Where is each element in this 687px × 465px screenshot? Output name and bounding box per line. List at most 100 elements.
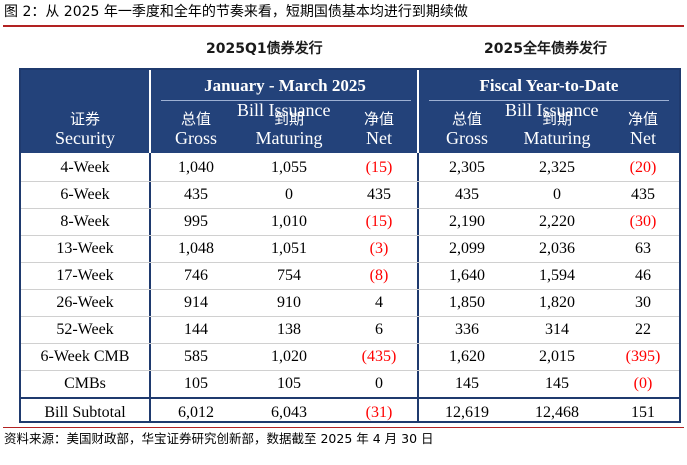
header-divider-1 (149, 70, 151, 153)
bill-issuance-table: January - March 2025 Fiscal Year-to-Date… (19, 68, 681, 423)
table-header: January - March 2025 Fiscal Year-to-Date… (21, 70, 679, 153)
cell-fytd-net: 30 (635, 294, 651, 311)
bottom-rule (3, 427, 684, 428)
cell-q1-net: (15) (365, 213, 393, 230)
cell-q1-net: (31) (365, 404, 393, 421)
cell-q1-maturing: 138 (277, 321, 301, 338)
cell-q1-gross: 1,048 (178, 240, 214, 257)
cell-q1-gross: 746 (184, 267, 208, 284)
cell-q1-maturing: 6,043 (271, 404, 307, 421)
table-row: 26-Week 914 910 4 1,850 1,820 30 (21, 289, 679, 316)
body-divider-1 (149, 153, 151, 421)
cell-security: 6-Week CMB (40, 348, 130, 365)
group-rule-q1 (161, 100, 411, 101)
cell-fytd-maturing: 0 (553, 186, 561, 203)
col-q1-gross: 总值 Gross (174, 110, 217, 148)
top-rule (3, 25, 684, 27)
table-row: 13-Week 1,048 1,051 (3) 2,099 2,036 63 (21, 235, 679, 262)
cell-fytd-gross: 12,619 (445, 404, 489, 421)
table-row: 17-Week 746 754 (8) 1,640 1,594 46 (21, 262, 679, 289)
header-divider-2 (417, 70, 419, 153)
cell-fytd-gross: 2,099 (449, 240, 485, 257)
cell-fytd-net: (0) (633, 375, 653, 392)
cell-fytd-gross: 336 (455, 321, 479, 338)
cell-q1-gross: 914 (184, 294, 208, 311)
table-row: 4-Week 1,040 1,055 (15) 2,305 2,325 (20) (21, 154, 679, 181)
cell-q1-net: 435 (367, 186, 391, 203)
subtotal-divider (21, 397, 679, 399)
cell-q1-maturing: 1,055 (271, 159, 307, 176)
cell-q1-gross: 6,012 (178, 404, 214, 421)
cell-fytd-gross: 2,305 (449, 159, 485, 176)
figure-title: 图 2：从 2025 年一季度和全年的节奏来看，短期国债基本均进行到期续做 (4, 4, 468, 20)
cell-q1-net: 4 (375, 294, 383, 311)
cell-fytd-maturing: 2,036 (539, 240, 575, 257)
cell-fytd-maturing: 12,468 (535, 404, 579, 421)
cell-security: 52-Week (56, 321, 114, 338)
cell-fytd-net: 435 (631, 186, 655, 203)
row-divider (21, 262, 679, 263)
cell-q1-maturing: 1,020 (271, 348, 307, 365)
source-note: 资料来源：美国财政部，华宝证券研究创新部，数据截至 2025 年 4 月 30 … (4, 431, 434, 446)
col-security: 证券 Security (55, 110, 115, 148)
table-row: 6-Week 435 0 435 435 0 435 (21, 181, 679, 208)
bill-issuance-label-fytd: Bill Issuance (505, 100, 599, 120)
cell-fytd-maturing: 1,594 (539, 267, 575, 284)
col-fytd-net: 净值 Net (627, 110, 658, 148)
cell-security: 6-Week (60, 186, 110, 203)
cell-fytd-net: (30) (629, 213, 657, 230)
cell-q1-net: 0 (375, 375, 383, 392)
cell-q1-gross: 585 (184, 348, 208, 365)
cell-q1-gross: 435 (184, 186, 208, 203)
cell-security: 17-Week (56, 267, 114, 284)
col-q1-net: 净值 Net (363, 110, 394, 148)
cell-q1-gross: 144 (184, 321, 208, 338)
cell-q1-gross: 1,040 (178, 159, 214, 176)
cell-fytd-gross: 1,620 (449, 348, 485, 365)
body-divider-2 (417, 153, 419, 421)
cell-security: Bill Subtotal (44, 404, 126, 421)
col-fytd-gross: 总值 Gross (445, 110, 488, 148)
cell-fytd-net: 46 (635, 267, 651, 284)
cell-q1-gross: 105 (184, 375, 208, 392)
row-divider (21, 208, 679, 209)
cell-q1-net: (435) (361, 348, 397, 365)
group-title-q1: January - March 2025 (204, 76, 366, 95)
bill-issuance-label-q1: Bill Issuance (237, 100, 331, 120)
cell-fytd-gross: 1,640 (449, 267, 485, 284)
row-divider (21, 235, 679, 236)
cell-fytd-gross: 145 (455, 375, 479, 392)
cell-q1-net: (15) (365, 159, 393, 176)
subheader-full-year: 2025全年债券发行 (484, 41, 607, 57)
table-row: CMBs 105 105 0 145 145 (0) (21, 370, 679, 397)
cell-fytd-gross: 2,190 (449, 213, 485, 230)
cell-q1-maturing: 1,051 (271, 240, 307, 257)
table-row: 8-Week 995 1,010 (15) 2,190 2,220 (30) (21, 208, 679, 235)
cell-fytd-net: 22 (635, 321, 651, 338)
cell-q1-maturing: 105 (277, 375, 301, 392)
cell-fytd-maturing: 2,325 (539, 159, 575, 176)
cell-fytd-gross: 1,850 (449, 294, 485, 311)
cell-fytd-maturing: 2,220 (539, 213, 575, 230)
table-row: 6-Week CMB 585 1,020 (435) 1,620 2,015 (395) (21, 343, 679, 370)
cell-q1-net: (8) (369, 267, 389, 284)
col-q1-maturing: 到期 Maturing (255, 110, 323, 148)
cell-q1-maturing: 754 (277, 267, 301, 284)
cell-q1-net: 6 (375, 321, 383, 338)
cell-security: CMBs (64, 375, 106, 392)
cell-security: 8-Week (60, 213, 110, 230)
cell-fytd-maturing: 145 (545, 375, 569, 392)
cell-fytd-gross: 435 (455, 186, 479, 203)
group-rule-fytd (429, 100, 669, 101)
subtotal-row: Bill Subtotal 6,012 6,043 (31) 12,619 12,468 1… (21, 399, 679, 426)
cell-fytd-maturing: 314 (545, 321, 569, 338)
col-fytd-maturing: 到期 Maturing (523, 110, 591, 148)
cell-fytd-net: (20) (629, 159, 657, 176)
cell-security: 13-Week (56, 240, 114, 257)
row-divider (21, 289, 679, 290)
subheader-q1: 2025Q1债券发行 (206, 41, 323, 57)
cell-q1-net: (3) (369, 240, 389, 257)
cell-fytd-net: 151 (631, 404, 655, 421)
table-row: 52-Week 144 138 6 336 314 22 (21, 316, 679, 343)
row-divider (21, 181, 679, 182)
